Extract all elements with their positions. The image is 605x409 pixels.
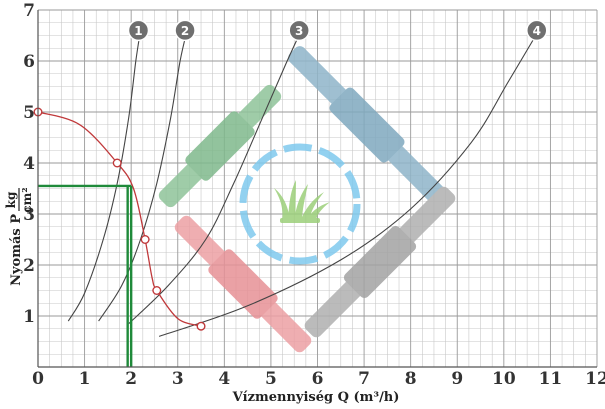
series-badge-label-2: 2 bbox=[181, 24, 189, 38]
pump-curve-marker bbox=[152, 286, 162, 296]
series-line-4 bbox=[158, 30, 540, 337]
y-tick-label: 2 bbox=[23, 256, 35, 276]
x-tick-label: 1 bbox=[79, 369, 91, 389]
x-tick-label: 7 bbox=[358, 369, 370, 389]
x-axis-title: Vízmennyiség Q (m³/h) bbox=[232, 390, 400, 405]
x-tick-label: 6 bbox=[312, 369, 324, 389]
x-tick-label: 3 bbox=[172, 369, 184, 389]
series-badge-label-1: 1 bbox=[134, 24, 142, 38]
axes bbox=[37, 10, 597, 368]
sprinkler-illustration bbox=[158, 46, 456, 353]
x-tick-label: 11 bbox=[539, 369, 563, 389]
x-tick-label: 9 bbox=[451, 369, 463, 389]
series-line-3 bbox=[128, 30, 302, 324]
y-tick-label: 3 bbox=[23, 205, 35, 225]
grass-icon bbox=[274, 180, 330, 223]
pump-curve-marker bbox=[112, 158, 122, 168]
x-tick-label: 8 bbox=[405, 369, 417, 389]
series-badge-2 bbox=[174, 19, 196, 42]
y-axis-title-group: Nyomás P kg cm² bbox=[4, 187, 34, 286]
y-axis-title: Nyomás P bbox=[9, 214, 24, 286]
green-pipe bbox=[158, 84, 282, 208]
red-pipe bbox=[174, 215, 312, 353]
y-tick-label: 5 bbox=[23, 103, 35, 123]
series-badge-1 bbox=[127, 19, 150, 42]
series-badge-4 bbox=[526, 19, 548, 42]
series-badges: 1 2 3 4 bbox=[127, 19, 548, 42]
x-tick-label: 12 bbox=[585, 369, 605, 389]
series-badge-label-3: 3 bbox=[295, 24, 303, 38]
y-tick-label: 4 bbox=[23, 154, 35, 174]
y-axis-unit-denominator: cm² bbox=[20, 187, 34, 212]
gray-pipe bbox=[304, 186, 456, 338]
y-axis-unit-numerator: kg bbox=[4, 191, 18, 208]
pump-curve bbox=[33, 107, 206, 331]
series-badge-3 bbox=[288, 19, 310, 42]
blue-pipe bbox=[288, 46, 446, 204]
series-badge-label-4: 4 bbox=[533, 24, 541, 38]
y-tick-label: 7 bbox=[23, 1, 35, 21]
y-tick-label: 6 bbox=[23, 52, 35, 72]
series-curves bbox=[67, 30, 540, 337]
series-line-1 bbox=[67, 30, 142, 322]
pump-curve-marker bbox=[140, 234, 150, 244]
operating-point-lines bbox=[38, 184, 133, 367]
x-tick-label: 10 bbox=[492, 369, 516, 389]
pump-curve-marker bbox=[196, 321, 206, 331]
spray-circle bbox=[239, 143, 361, 265]
x-tick-label: 2 bbox=[125, 369, 137, 389]
series-line-2 bbox=[98, 30, 188, 322]
x-tick-label: 4 bbox=[218, 369, 230, 389]
x-tick-label: 0 bbox=[32, 369, 44, 389]
y-tick-label: 1 bbox=[23, 307, 35, 327]
x-tick-label: 5 bbox=[265, 369, 277, 389]
